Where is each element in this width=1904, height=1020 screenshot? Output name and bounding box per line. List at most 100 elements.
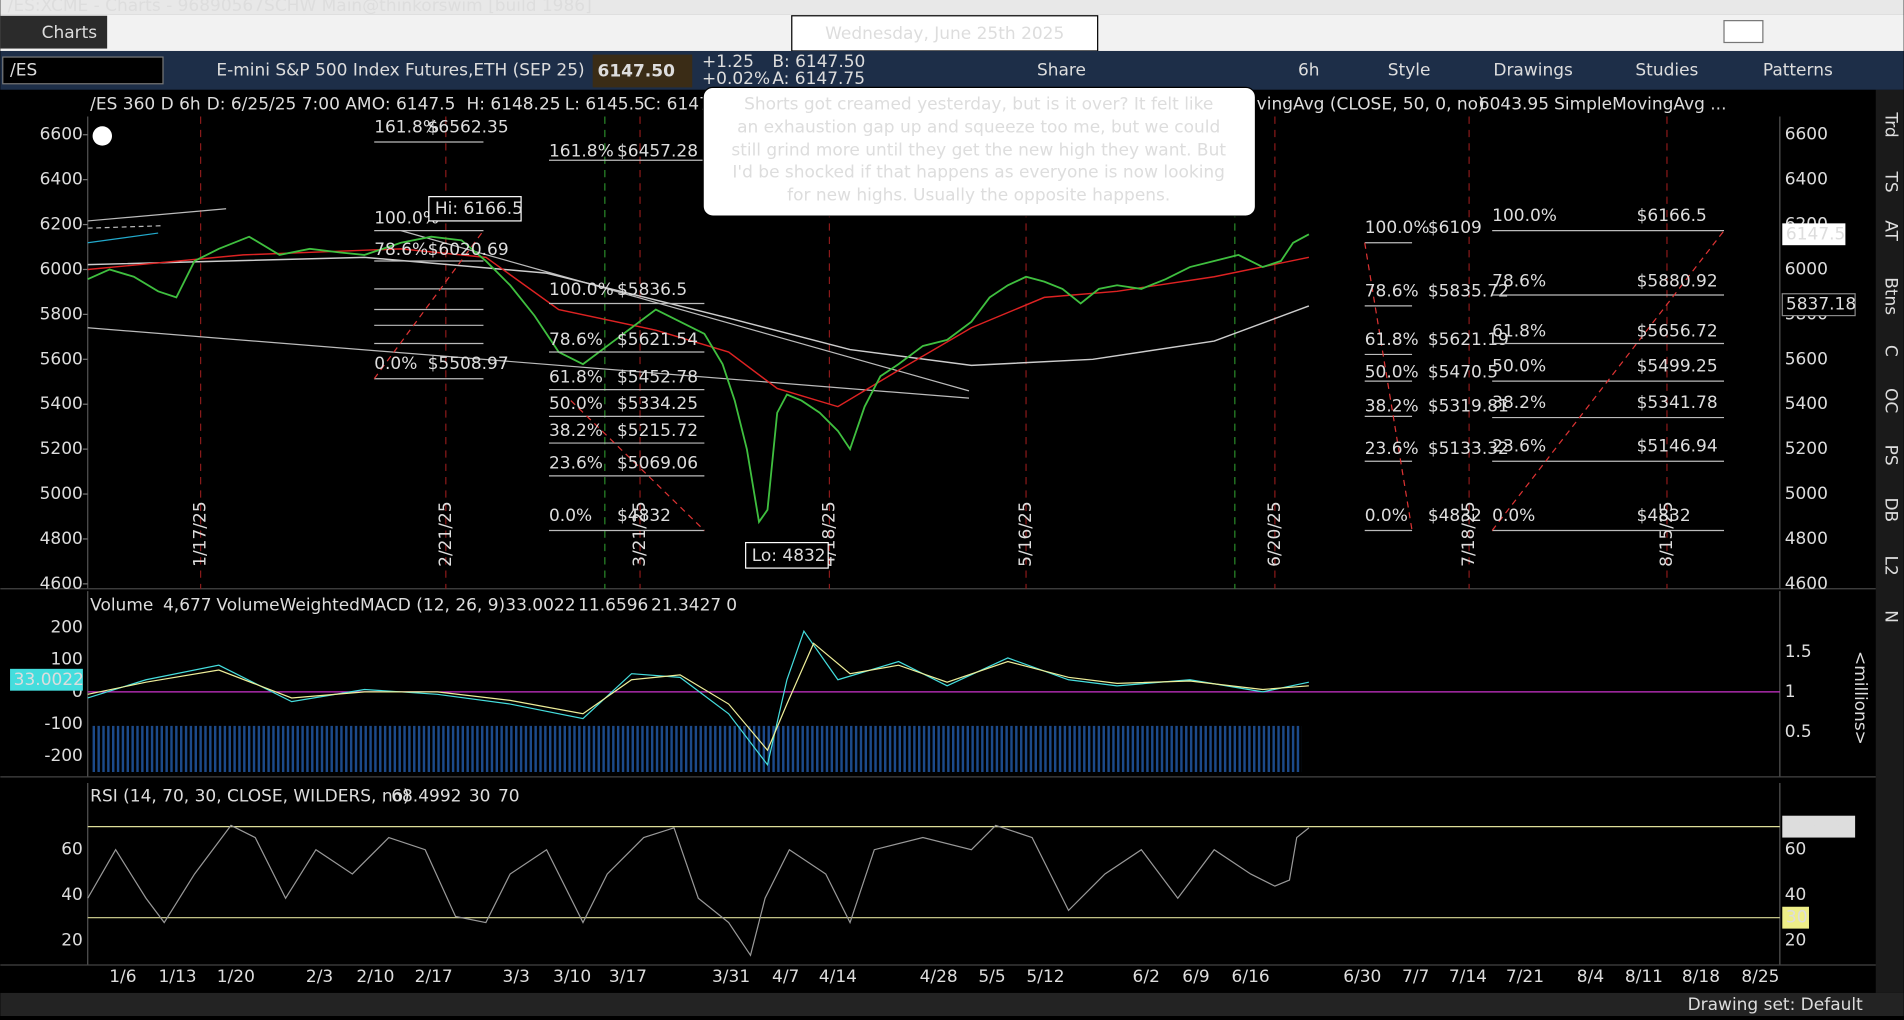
fib-pct: 78.6% bbox=[1492, 272, 1546, 292]
side-tab[interactable]: Btns bbox=[1880, 277, 1900, 315]
lo-box bbox=[745, 541, 829, 569]
lo-label: Lo: 4832 bbox=[752, 546, 826, 566]
fib-pct: 78.6% bbox=[549, 330, 603, 350]
y-tick-label: 4600 bbox=[1785, 574, 1828, 594]
y-tick-label: 5000 bbox=[40, 484, 83, 504]
fib-price: $6166.5 bbox=[1637, 206, 1707, 226]
header-item: D: 6/25/25 7:00 AM bbox=[207, 94, 372, 114]
y-tick-label: 5000 bbox=[1785, 484, 1828, 504]
fib-price: $6020.69 bbox=[428, 240, 509, 260]
y-tick-label: 20 bbox=[61, 931, 83, 951]
y2-tick-label: 1.5 bbox=[1785, 642, 1812, 662]
side-tab[interactable]: AT bbox=[1880, 220, 1900, 241]
fib-pct: 50.0% bbox=[1365, 363, 1419, 383]
studies-button[interactable]: Studies bbox=[1635, 60, 1698, 80]
side-tab[interactable]: TS bbox=[1880, 171, 1900, 193]
charts-tab[interactable] bbox=[0, 15, 108, 49]
fib-pct: 23.6% bbox=[1492, 437, 1546, 457]
y-tick-label: 6600 bbox=[40, 125, 83, 145]
side-tab[interactable]: OC bbox=[1880, 388, 1900, 413]
x-tick-label: 3/3 bbox=[503, 967, 530, 987]
timeframe-button[interactable]: 6h bbox=[1298, 60, 1320, 80]
fib-price: $5319.81 bbox=[1428, 397, 1509, 417]
volume-header: 33.0022 bbox=[505, 596, 575, 616]
macd-label-box bbox=[10, 668, 83, 691]
change: +1.25 bbox=[702, 52, 754, 72]
study: vingAvg (CLOSE, 50, 0, no) bbox=[1257, 94, 1485, 114]
y-tick-label: 6000 bbox=[1785, 259, 1828, 279]
x-tick-label: 7/21 bbox=[1506, 967, 1544, 987]
date-marker: 7/18/25 bbox=[1459, 501, 1479, 566]
x-tick-label: 7/7 bbox=[1402, 967, 1429, 987]
x-tick-label: 2/17 bbox=[415, 967, 453, 987]
status-bar bbox=[0, 992, 1904, 1016]
fib-price: $5146.94 bbox=[1637, 437, 1718, 457]
description: E-mini S&P 500 Index Futures,ETH (SEP 25… bbox=[216, 60, 584, 80]
header-item: O: 6147.5 bbox=[372, 94, 456, 114]
fib-price: $5508.97 bbox=[428, 354, 509, 374]
y-tick-label: 200 bbox=[50, 618, 82, 638]
volume-bars bbox=[91, 725, 1302, 773]
side-tabs bbox=[1875, 89, 1904, 993]
fib-pct: 100.0% bbox=[549, 280, 614, 300]
window-title: /ES:XCME - Charts - 96890567SCHW Main@th… bbox=[8, 0, 592, 16]
y-tick-label: 20 bbox=[1785, 931, 1807, 951]
side-tab[interactable]: L2 bbox=[1880, 556, 1900, 576]
patterns-button[interactable]: Patterns bbox=[1763, 60, 1833, 80]
style-button[interactable]: Style bbox=[1388, 60, 1431, 80]
y-tick-label: 5600 bbox=[1785, 349, 1828, 369]
y-tick-label: -200 bbox=[44, 746, 83, 766]
unit-label: <millions> bbox=[1850, 651, 1870, 745]
rsi-label-box bbox=[1782, 815, 1856, 838]
share-button[interactable]: Share bbox=[1037, 60, 1086, 80]
fib-pct: 23.6% bbox=[1365, 439, 1419, 459]
fib-pct: 61.8% bbox=[1492, 321, 1546, 341]
x-tick-label: 1/20 bbox=[217, 967, 255, 987]
annotation-box bbox=[702, 86, 1257, 217]
x-tick-label: 8/4 bbox=[1577, 967, 1604, 987]
fib-price: $6109 bbox=[1428, 218, 1482, 238]
fib-pct: 78.6% bbox=[1365, 281, 1419, 301]
trend-line bbox=[400, 230, 970, 392]
fib-diagonal bbox=[373, 230, 484, 380]
x-tick-label: 1/13 bbox=[158, 967, 196, 987]
y-tick-label: 4800 bbox=[1785, 529, 1828, 549]
drawings-button[interactable]: Drawings bbox=[1493, 60, 1573, 80]
y-tick-label: 6400 bbox=[40, 170, 83, 190]
fib-pct: 61.8% bbox=[549, 368, 603, 388]
fib-pct: 0.0% bbox=[549, 506, 592, 526]
fib-price: $5499.25 bbox=[1637, 357, 1718, 377]
x-tick-label: 2/3 bbox=[306, 967, 333, 987]
header-item: C: 6147 bbox=[644, 94, 710, 114]
side-tab[interactable]: Trd bbox=[1880, 111, 1900, 137]
level-label-box bbox=[1782, 906, 1809, 929]
fib-pct: 161.8% bbox=[549, 142, 614, 162]
fib-pct: 38.2% bbox=[1492, 393, 1546, 413]
y2-tick-label: 0.5 bbox=[1785, 722, 1812, 742]
side-tab[interactable]: DB bbox=[1880, 497, 1900, 522]
ma-label: 5837.18 bbox=[1786, 295, 1856, 315]
x-tick-label: 4/28 bbox=[920, 967, 958, 987]
fib-price: $4832 bbox=[1637, 506, 1691, 526]
fib-pct: 161.8% bbox=[374, 117, 439, 137]
date-marker: 3/21/25 bbox=[630, 501, 650, 566]
x-tick-label: 5/5 bbox=[978, 967, 1005, 987]
fib-diagonal bbox=[570, 400, 705, 531]
status-label: Drawing set: Default bbox=[1688, 995, 1864, 1015]
side-tab[interactable]: N bbox=[1880, 610, 1900, 623]
fib-pct: 61.8% bbox=[1365, 330, 1419, 350]
signal-line bbox=[87, 642, 1309, 752]
y-tick-label: 6600 bbox=[1785, 125, 1828, 145]
last-price-box bbox=[592, 54, 693, 88]
symbol-box[interactable] bbox=[2, 56, 164, 85]
y-tick-label: 6400 bbox=[1785, 170, 1828, 190]
side-tab[interactable]: C bbox=[1880, 345, 1900, 357]
annotation-line: I'd be shocked if that happens as everyo… bbox=[732, 162, 1225, 182]
bid: B: 6147.50 bbox=[772, 52, 865, 72]
y2-tick-label: 1 bbox=[1785, 682, 1796, 702]
rsi-label: 68.4992 bbox=[1786, 817, 1856, 837]
x-tick-label: 6/9 bbox=[1182, 967, 1209, 987]
side-tab[interactable]: PS bbox=[1880, 445, 1900, 466]
rsi-header: 30 bbox=[469, 786, 491, 806]
